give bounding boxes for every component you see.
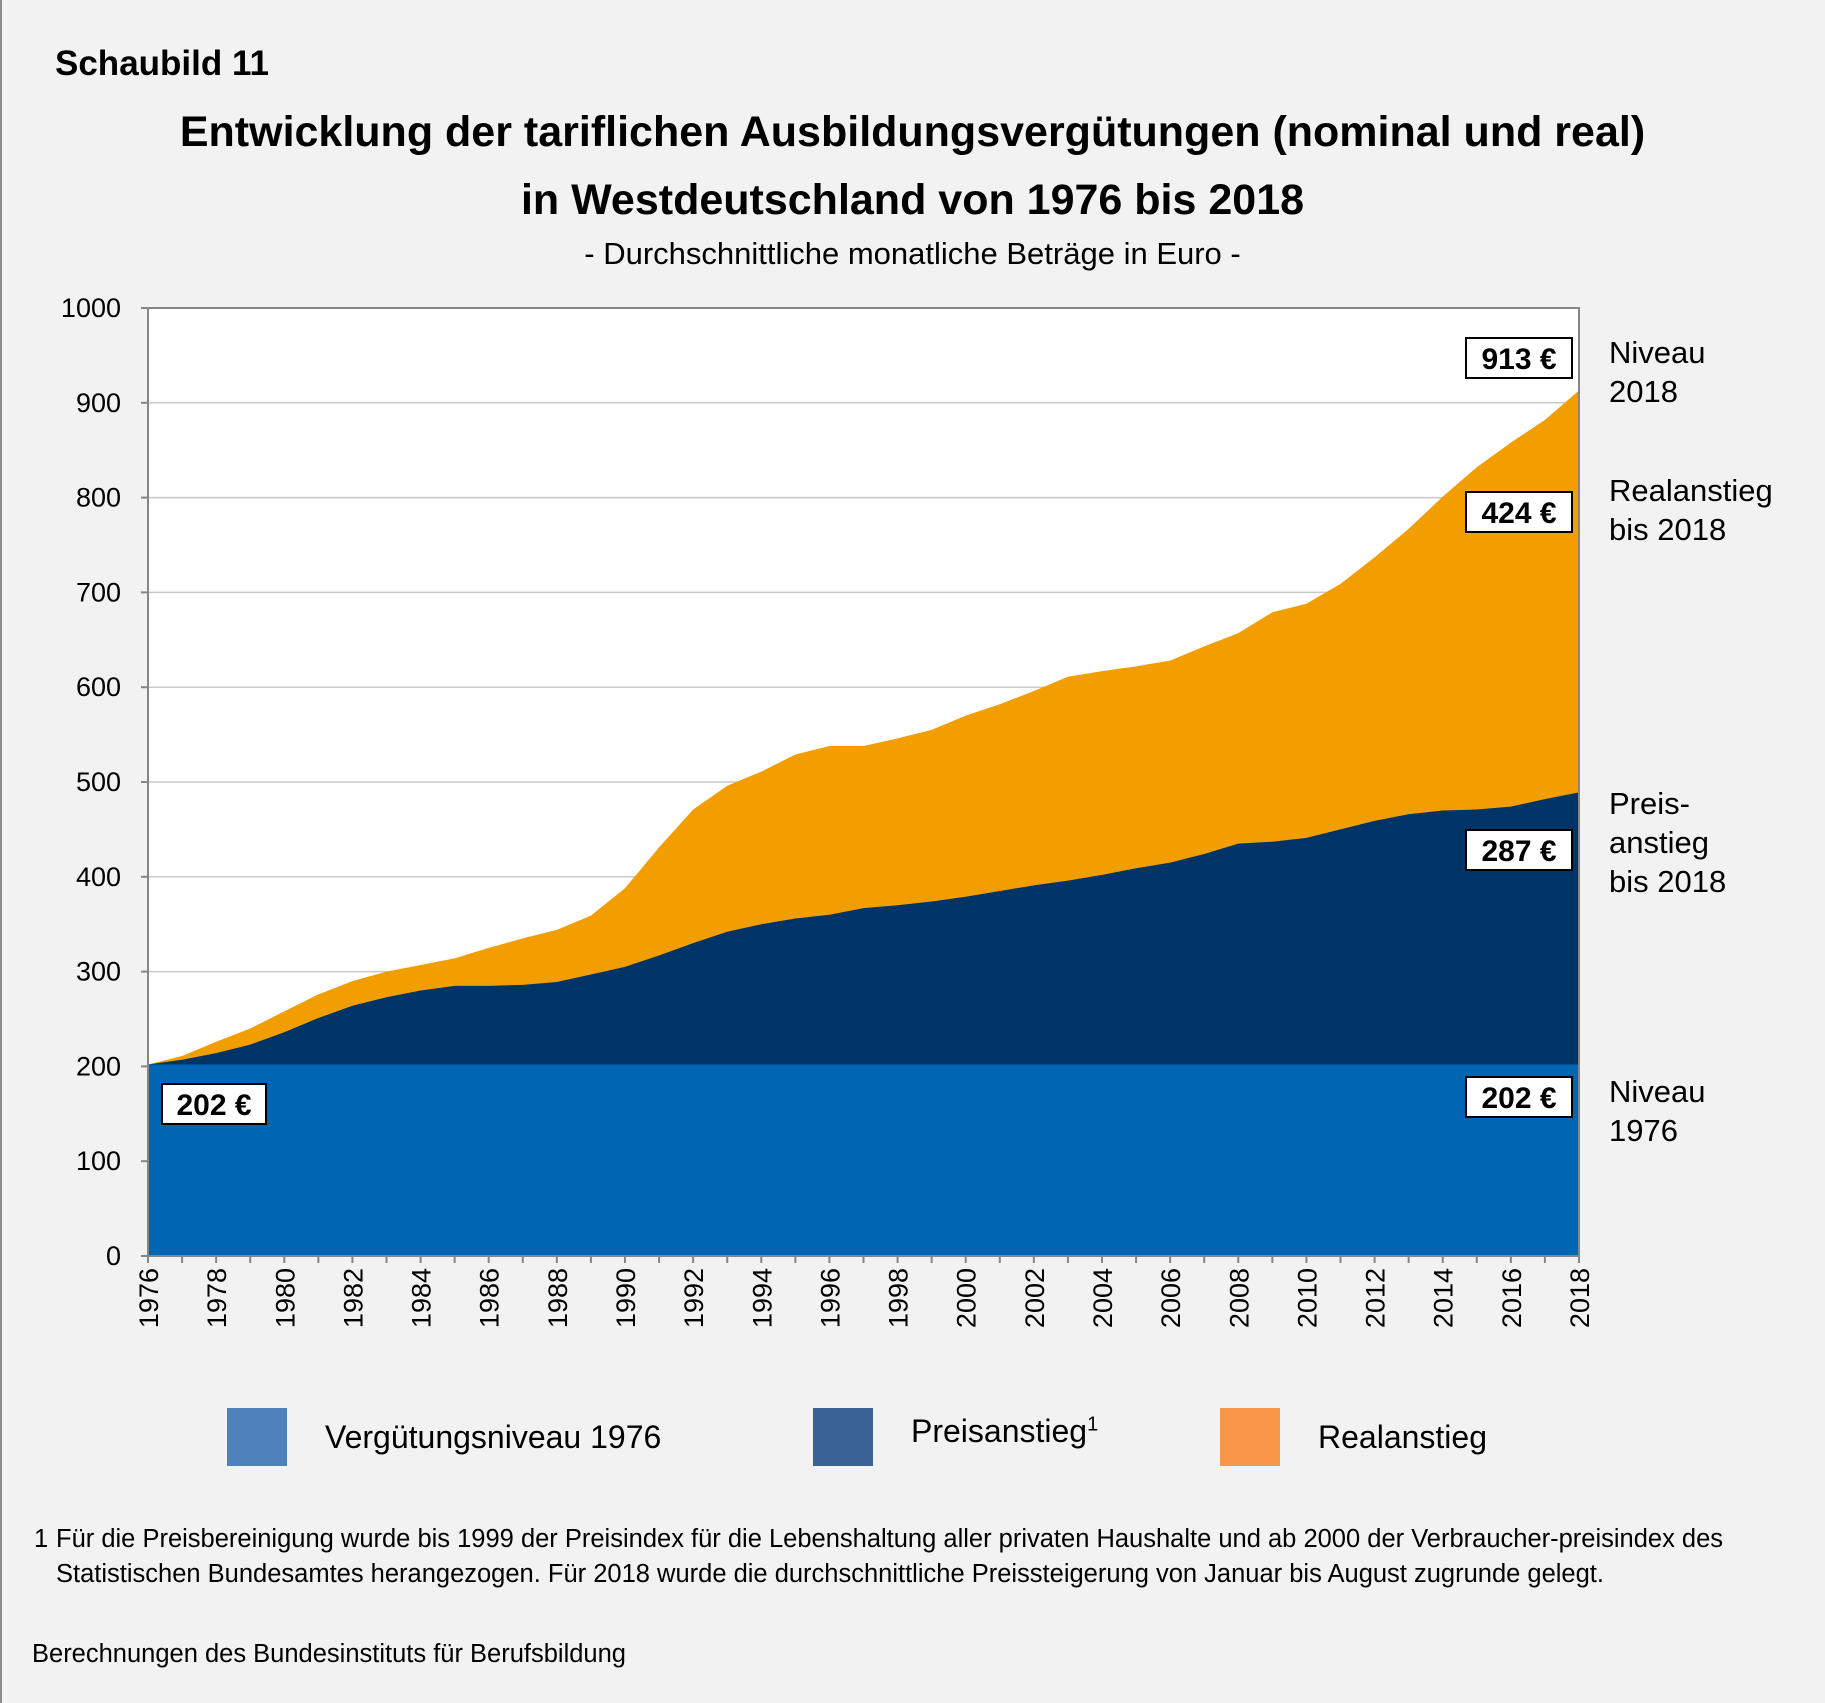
footnote: 1 Für die Preisbereinigung wurde bis 199…	[34, 1522, 1804, 1592]
x-tick-label: 1986	[475, 1268, 505, 1328]
x-tick-label: 1978	[202, 1268, 232, 1328]
footnote-marker: 1	[1087, 1412, 1099, 1435]
legend-label-level-1976: Vergütungsniveau 1976	[325, 1418, 662, 1455]
value-box-frame	[1465, 829, 1573, 871]
value-box-base-left: 202 €	[161, 1083, 267, 1125]
y-tick-label: 800	[76, 483, 121, 513]
value-box-frame	[161, 1083, 267, 1125]
value-box-base-right: 202 €	[1465, 1076, 1573, 1118]
value-box-text: 287 €	[1481, 835, 1556, 868]
x-tick-label: 2012	[1361, 1268, 1391, 1328]
legend-swatch-real-rise	[1220, 1408, 1280, 1466]
y-tick-label: 400	[76, 862, 121, 892]
source-note: Berechnungen des Bundesinstituts für Ber…	[32, 1640, 626, 1668]
value-box-level-2018: 913 €	[1465, 337, 1573, 379]
x-tick-label: 1992	[679, 1268, 709, 1328]
x-tick-label: 1994	[747, 1268, 777, 1328]
legend-item-price-rise: Preisanstieg1	[813, 1402, 1098, 1466]
legend-label-real-rise: Realanstieg	[1318, 1418, 1487, 1455]
x-tick-label: 1990	[611, 1268, 641, 1328]
value-box-frame	[1465, 337, 1573, 379]
x-tick-label: 2002	[1020, 1268, 1050, 1328]
y-tick-label: 200	[76, 1051, 121, 1081]
footnote-number: 1	[34, 1525, 49, 1553]
right-label-price-rise: bis 2018	[1609, 864, 1726, 899]
value-box-real-rise: 424 €	[1465, 491, 1573, 533]
x-tick-label: 2004	[1088, 1268, 1118, 1328]
right-label-real-rise: Realanstieg	[1609, 473, 1773, 508]
area-series-verg-tungsniveau-1976	[148, 1064, 1579, 1256]
right-label-level-2018: Niveau	[1609, 335, 1706, 370]
legend-label-price-rise-text: Preisanstieg	[911, 1412, 1088, 1449]
x-tick-label: 1988	[543, 1268, 573, 1328]
legend-swatch-price-rise	[813, 1408, 873, 1466]
value-box-text: 202 €	[1481, 1082, 1556, 1115]
value-box-text: 202 €	[176, 1089, 251, 1122]
value-box-text: 424 €	[1481, 497, 1556, 530]
right-label-level-1976: 1976	[1609, 1113, 1678, 1148]
y-tick-label: 100	[76, 1146, 121, 1176]
left-border	[0, 0, 2, 1703]
y-tick-label: 700	[76, 577, 121, 607]
y-tick-label: 300	[76, 957, 121, 987]
right-label-real-rise: bis 2018	[1609, 512, 1726, 547]
x-tick-label: 2008	[1224, 1268, 1254, 1328]
right-label-level-1976: Niveau	[1609, 1074, 1706, 1109]
x-tick-label: 2016	[1497, 1268, 1527, 1328]
y-tick-label: 900	[76, 388, 121, 418]
x-tick-label: 2000	[952, 1268, 982, 1328]
x-tick-label: 1980	[270, 1268, 300, 1328]
right-label-level-2018: 2018	[1609, 374, 1678, 409]
value-box-text: 913 €	[1481, 343, 1556, 376]
value-box-frame	[1465, 491, 1573, 533]
x-tick-label: 1982	[338, 1268, 368, 1328]
legend-label-price-rise: Preisanstieg1	[911, 1413, 1098, 1450]
legend-swatch-level-1976	[227, 1408, 287, 1466]
chart-title-line2: in Westdeutschland von 1976 bis 2018	[520, 176, 1305, 224]
y-tick-label: 500	[76, 767, 121, 797]
right-label-price-rise: Preis-	[1609, 786, 1690, 821]
x-tick-label: 1998	[884, 1268, 914, 1328]
area-chart: 0 100 200 300 400 500 600 700 800 900 1000 1976 197…	[61, 293, 1773, 1328]
x-tick-label: 2010	[1292, 1268, 1322, 1328]
x-tick-label: 2006	[1156, 1268, 1186, 1328]
y-tick-label: 600	[76, 672, 121, 702]
chart-title: Entwicklung der tariflichen Ausbildungsv…	[0, 98, 1825, 234]
figure-label: Schaubild 11	[55, 44, 269, 83]
right-label-price-rise: anstieg	[1609, 825, 1709, 860]
x-tick-label: 1984	[407, 1268, 437, 1328]
x-tick-label: 2014	[1429, 1268, 1459, 1328]
x-tick-label: 2018	[1565, 1268, 1595, 1328]
chart-subtitle: - Durchschnittliche monatliche Beträge i…	[584, 236, 1241, 271]
footnote-text: Für die Preisbereinigung wurde bis 1999 …	[56, 1525, 1724, 1588]
y-tick-label: 1000	[61, 293, 121, 323]
value-box-frame	[1465, 1076, 1573, 1118]
chart-title-line1: Entwicklung der tariflichen Ausbildungsv…	[179, 108, 1646, 156]
legend-item-level-1976: Vergütungsniveau 1976	[227, 1408, 661, 1466]
x-tick-label: 1976	[134, 1268, 164, 1328]
value-box-price-rise: 287 €	[1465, 829, 1573, 871]
y-tick-label: 0	[106, 1241, 121, 1271]
legend-item-real-rise: Realanstieg	[1220, 1408, 1487, 1466]
x-tick-label: 1996	[815, 1268, 845, 1328]
